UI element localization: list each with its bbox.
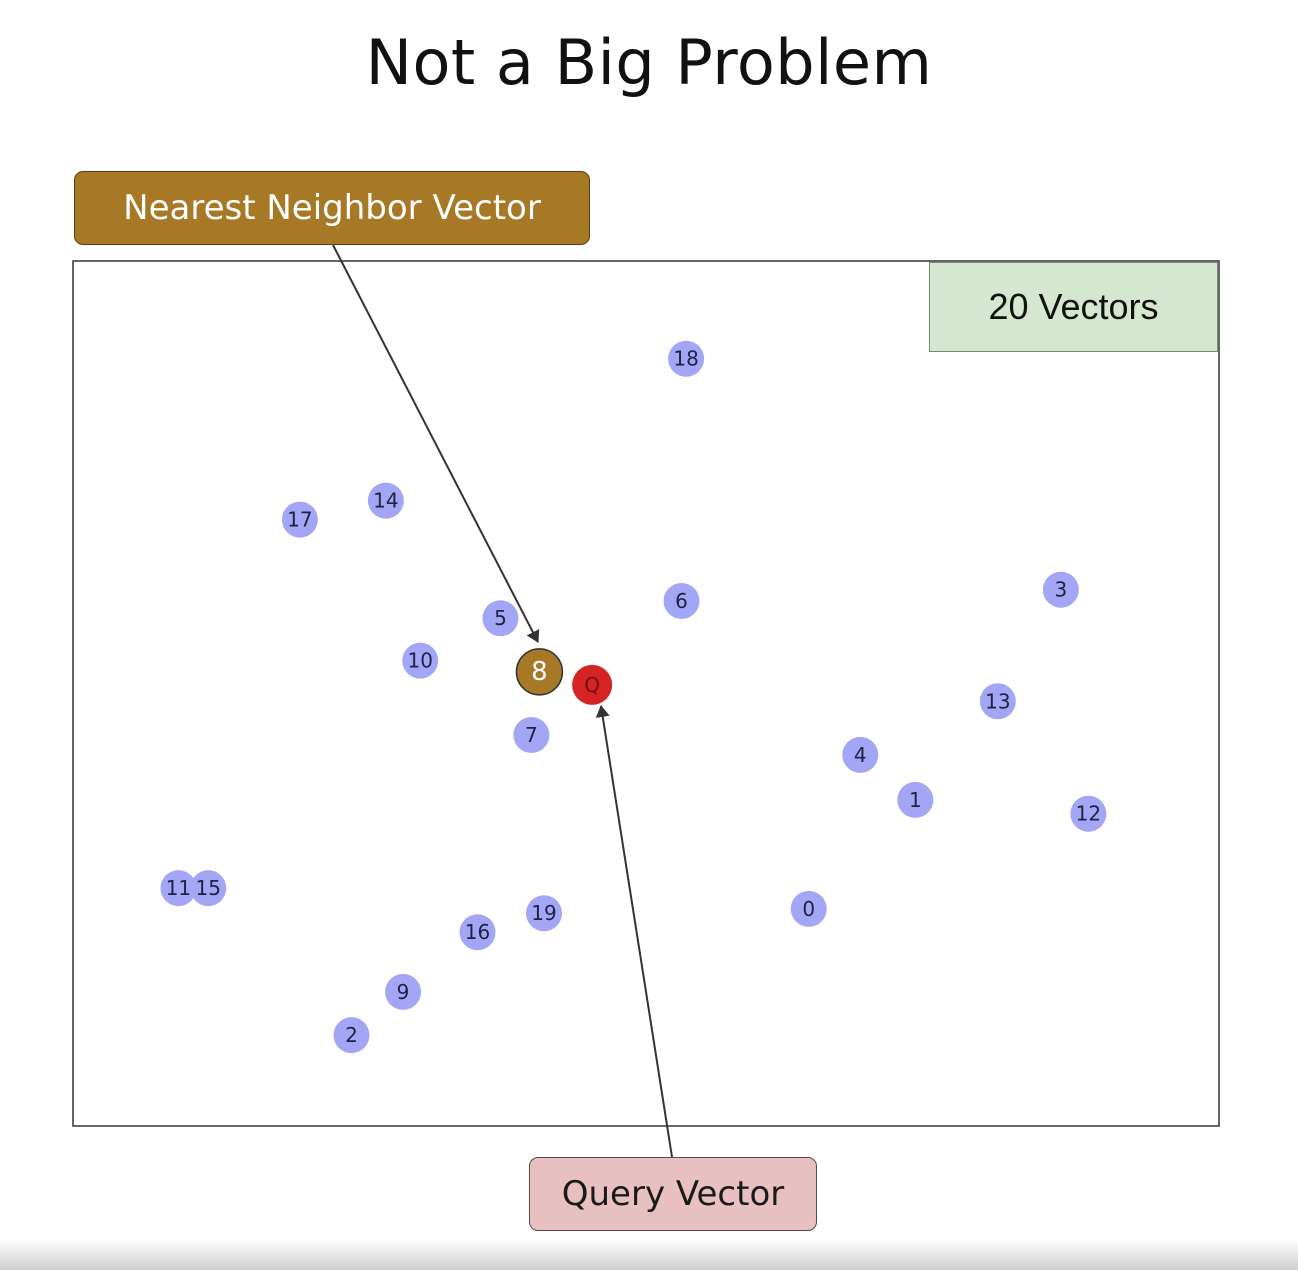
page-title: Not a Big Problem [365, 26, 933, 99]
vector-label: 12 [1076, 802, 1101, 826]
vector-dot [790, 890, 827, 927]
vector-dot [668, 340, 705, 377]
vector-dot [842, 736, 879, 773]
vector-dot [482, 600, 519, 637]
vector-dot [190, 870, 227, 907]
vector-point-8: 8 [515, 648, 564, 696]
vector-dot [897, 781, 934, 818]
vector-dot [1070, 795, 1107, 832]
vector-label: 1 [909, 788, 922, 812]
vector-label: 9 [397, 980, 410, 1004]
vector-dot [513, 717, 550, 754]
vector-label: 15 [196, 876, 221, 900]
vector-label: 7 [525, 723, 538, 747]
vector-point-6: 6 [663, 582, 700, 619]
vector-dot [385, 973, 422, 1010]
vector-point-2: 2 [333, 1017, 370, 1054]
vector-dot [572, 664, 613, 705]
vector-label: 10 [408, 649, 433, 673]
bottom-fade [0, 1238, 1298, 1270]
vector-point-13: 13 [979, 683, 1016, 720]
vector-point-14: 14 [367, 482, 404, 519]
vector-point-1: 1 [897, 781, 934, 818]
vector-dot [281, 501, 318, 538]
vector-label: 2 [345, 1023, 358, 1047]
vector-label: 11 [166, 876, 191, 900]
vector-label: 16 [465, 920, 490, 944]
vector-dot [333, 1017, 370, 1054]
vector-point-7: 7 [513, 717, 550, 754]
vector-point-9: 9 [385, 973, 422, 1010]
vector-point-10: 10 [402, 642, 439, 679]
query-vector-callout: Query Vector [529, 1157, 817, 1231]
vector-label: 8 [531, 657, 548, 687]
vector-point-0: 0 [790, 890, 827, 927]
vector-label: Q [584, 673, 600, 697]
vector-dot [367, 482, 404, 519]
vector-count-box: 20 Vectors [929, 262, 1218, 352]
vector-dot [979, 683, 1016, 720]
plot-frame [72, 260, 1220, 1127]
vector-point-19: 19 [526, 895, 563, 932]
vector-dot [515, 648, 564, 696]
vector-point-4: 4 [842, 736, 879, 773]
vector-dot [402, 642, 439, 679]
vector-dot [160, 870, 197, 907]
vector-label: 13 [985, 689, 1010, 713]
vector-point-12: 12 [1070, 795, 1107, 832]
vector-dot [459, 914, 496, 951]
vector-dot [526, 895, 563, 932]
query-arrow [595, 705, 673, 1158]
vector-point-3: 3 [1042, 571, 1079, 608]
nearest-arrow [332, 244, 540, 643]
vector-point-5: 5 [482, 600, 519, 637]
vector-label: 18 [673, 347, 698, 371]
vector-label: 14 [373, 489, 398, 513]
vector-dot [1042, 571, 1079, 608]
vector-label: 6 [675, 589, 688, 613]
vector-point-11: 11 [160, 870, 197, 907]
vector-point-15: 15 [190, 870, 227, 907]
vector-point-16: 16 [459, 914, 496, 951]
vector-label: 19 [531, 901, 556, 925]
vector-point-17: 17 [281, 501, 318, 538]
vector-point-18: 18 [668, 340, 705, 377]
vector-dot [663, 582, 700, 619]
vector-label: 0 [802, 897, 815, 921]
vector-label: 5 [494, 606, 507, 630]
vector-label: 17 [287, 508, 312, 532]
vector-label: 3 [1054, 578, 1067, 602]
nearest-neighbor-callout: Nearest Neighbor Vector [74, 171, 590, 245]
vector-label: 4 [854, 743, 867, 767]
vector-point-q: Q [572, 664, 613, 705]
